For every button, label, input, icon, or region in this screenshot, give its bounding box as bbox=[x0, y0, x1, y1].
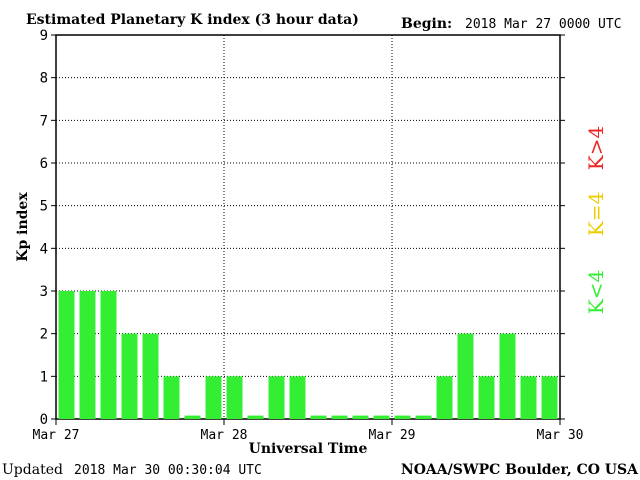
y-tick-label: 2 bbox=[40, 327, 48, 343]
grid-lines bbox=[56, 35, 560, 419]
legend-item-label: K>4 bbox=[584, 126, 608, 170]
y-axis-label: Kp index bbox=[15, 192, 31, 262]
y-tick-label: 1 bbox=[40, 369, 48, 385]
kp-bar bbox=[247, 415, 264, 419]
y-tick-label: 7 bbox=[40, 113, 48, 129]
y-axis-ticks: 0 1 2 3 4 5 6 7 8 9 bbox=[40, 28, 565, 428]
kp-bar bbox=[142, 333, 159, 419]
y-tick-label: 3 bbox=[40, 284, 48, 300]
kp-bar bbox=[478, 376, 495, 419]
x-tick-label: Mar 28 bbox=[201, 428, 248, 443]
x-tick-label: Mar 29 bbox=[369, 428, 416, 443]
kp-bar bbox=[121, 333, 138, 419]
kp-bar bbox=[541, 376, 558, 419]
kp-bar bbox=[373, 415, 390, 419]
y-tick-label: 0 bbox=[40, 412, 48, 428]
plot-area bbox=[55, 34, 561, 420]
kp-bar bbox=[289, 376, 306, 419]
kp-bar bbox=[415, 415, 432, 419]
y-tick-label: 8 bbox=[40, 71, 48, 87]
kp-bar bbox=[352, 415, 369, 419]
kp-bar bbox=[310, 415, 327, 419]
x-tick-label: Mar 30 bbox=[537, 428, 584, 443]
kp-bar bbox=[100, 291, 117, 419]
kp-bar bbox=[58, 291, 75, 419]
legend-item-label: K<4 bbox=[584, 270, 608, 314]
kp-bar bbox=[184, 415, 201, 419]
x-tick-label: Mar 27 bbox=[33, 428, 80, 443]
kp-bar bbox=[520, 376, 537, 419]
legend: K<4 K=4 K>4 bbox=[584, 126, 608, 314]
legend-item-label: K=4 bbox=[584, 192, 608, 236]
begin-value: 2018 Mar 27 0000 UTC bbox=[465, 17, 622, 32]
y-tick-label: 5 bbox=[40, 199, 48, 215]
y-tick-label: 9 bbox=[40, 28, 48, 44]
updated-value: 2018 Mar 30 00:30:04 UTC bbox=[74, 463, 262, 478]
x-axis-ticks: Mar 27 Mar 28 Mar 29 Mar 30 bbox=[33, 419, 584, 443]
y-tick-label: 6 bbox=[40, 156, 48, 172]
kp-bar bbox=[457, 333, 474, 419]
kp-bar bbox=[331, 415, 348, 419]
credit-text: NOAA/SWPC Boulder, CO USA bbox=[401, 462, 639, 478]
kp-bar bbox=[436, 376, 453, 419]
updated-label: Updated bbox=[2, 462, 63, 478]
kp-bar bbox=[394, 415, 411, 419]
begin-label: Begin: bbox=[401, 16, 452, 32]
kp-bar bbox=[226, 376, 243, 419]
kp-bar bbox=[499, 333, 516, 419]
kp-bar bbox=[163, 376, 180, 419]
chart-title: Estimated Planetary K index (3 hour data… bbox=[26, 12, 359, 28]
kp-bar bbox=[268, 376, 285, 419]
y-tick-label: 4 bbox=[40, 241, 48, 257]
kp-bar bbox=[79, 291, 96, 419]
bars bbox=[58, 291, 558, 419]
kp-bar bbox=[205, 376, 222, 419]
x-axis-label: Universal Time bbox=[249, 441, 368, 457]
